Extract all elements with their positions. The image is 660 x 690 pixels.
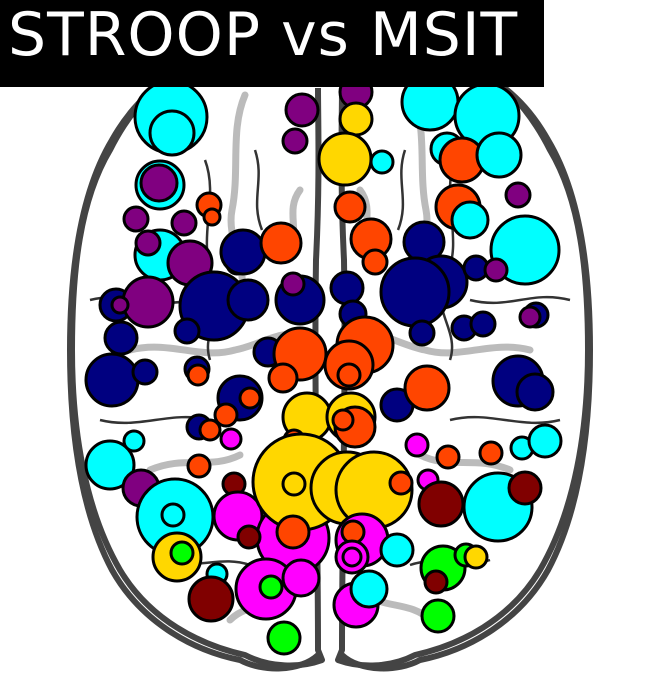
brain-node-maroon (507, 470, 543, 506)
brain-node-orangered (361, 248, 389, 276)
brain-node-magenta (341, 546, 363, 568)
brain-node-navy (469, 310, 497, 338)
brain-node-purple (139, 163, 179, 203)
brain-node-maroon (423, 569, 449, 595)
brain-node-navy (103, 320, 139, 356)
brain-node-purple (121, 275, 175, 329)
brain-node-navy (379, 256, 451, 328)
brain-node-purple (281, 127, 309, 155)
brain-node-navy (173, 317, 201, 345)
brain-node-orangered (259, 221, 303, 265)
brain-node-orangered (213, 402, 239, 428)
brain-node-orangered (275, 514, 311, 550)
brain-node-cyan (122, 429, 146, 453)
brain-node-magenta (281, 558, 321, 598)
brain-node-orangered (202, 207, 222, 227)
brain-node-maroon (417, 480, 465, 528)
brain-node-magenta (404, 432, 430, 458)
brain-node-purple (134, 229, 162, 257)
brain-node-orangered (186, 453, 212, 479)
brain-node-orangered (478, 440, 504, 466)
brain-node-green (258, 574, 284, 600)
brain-node-maroon (236, 524, 262, 550)
node-layer (84, 72, 563, 656)
brain-node-orangered (333, 190, 367, 224)
brain-node-orangered (388, 470, 414, 496)
brain-node-gold (463, 544, 489, 570)
brain-node-green (266, 620, 302, 656)
brain-node-green (420, 598, 456, 634)
brain-node-orangered (238, 386, 262, 410)
brain-node-cyan (84, 439, 136, 491)
brain-node-purple (518, 305, 542, 329)
brain-node-orangered (331, 408, 355, 432)
brain-node-maroon (187, 575, 235, 623)
brain-node-purple (504, 181, 532, 209)
brain-node-orangered (186, 363, 210, 387)
brain-node-cyan (369, 149, 395, 175)
brain-node-cyan (527, 423, 563, 459)
brain-node-purple (122, 205, 150, 233)
brain-node-purple (483, 257, 509, 283)
brain-node-orangered (435, 444, 461, 470)
brain-node-purple (170, 209, 198, 237)
brain-node-purple (110, 295, 130, 315)
brain-node-cyan (450, 200, 490, 240)
brain-node-cyan (349, 569, 389, 609)
brain-node-orangered (198, 418, 222, 442)
brain-node-orangered (336, 362, 362, 388)
brain-node-gold (317, 131, 373, 187)
brain-node-purple (284, 92, 320, 128)
brain-node-green (169, 540, 195, 566)
brain-outer-rim (66, 75, 594, 672)
brain-node-purple (280, 271, 306, 297)
brain-node-navy (329, 270, 365, 306)
brain-node-gold (281, 471, 307, 497)
brain-node-navy (219, 228, 267, 276)
brain-node-gold (338, 101, 374, 137)
diagram-title: STROOP vs MSIT (0, 0, 544, 87)
brain-node-cyan (148, 109, 196, 157)
brain-node-navy (408, 319, 436, 347)
brain-node-cyan (475, 131, 523, 179)
brain-node-navy (226, 278, 270, 322)
brain-node-navy (515, 372, 555, 412)
brain-node-navy (84, 352, 140, 408)
brain-node-cyan (160, 502, 186, 528)
brain-node-orangered (403, 364, 451, 412)
brain-node-magenta (219, 427, 243, 451)
brain-node-orangered (267, 362, 299, 394)
brain-node-cyan (379, 532, 415, 568)
brain-node-navy (131, 358, 159, 386)
